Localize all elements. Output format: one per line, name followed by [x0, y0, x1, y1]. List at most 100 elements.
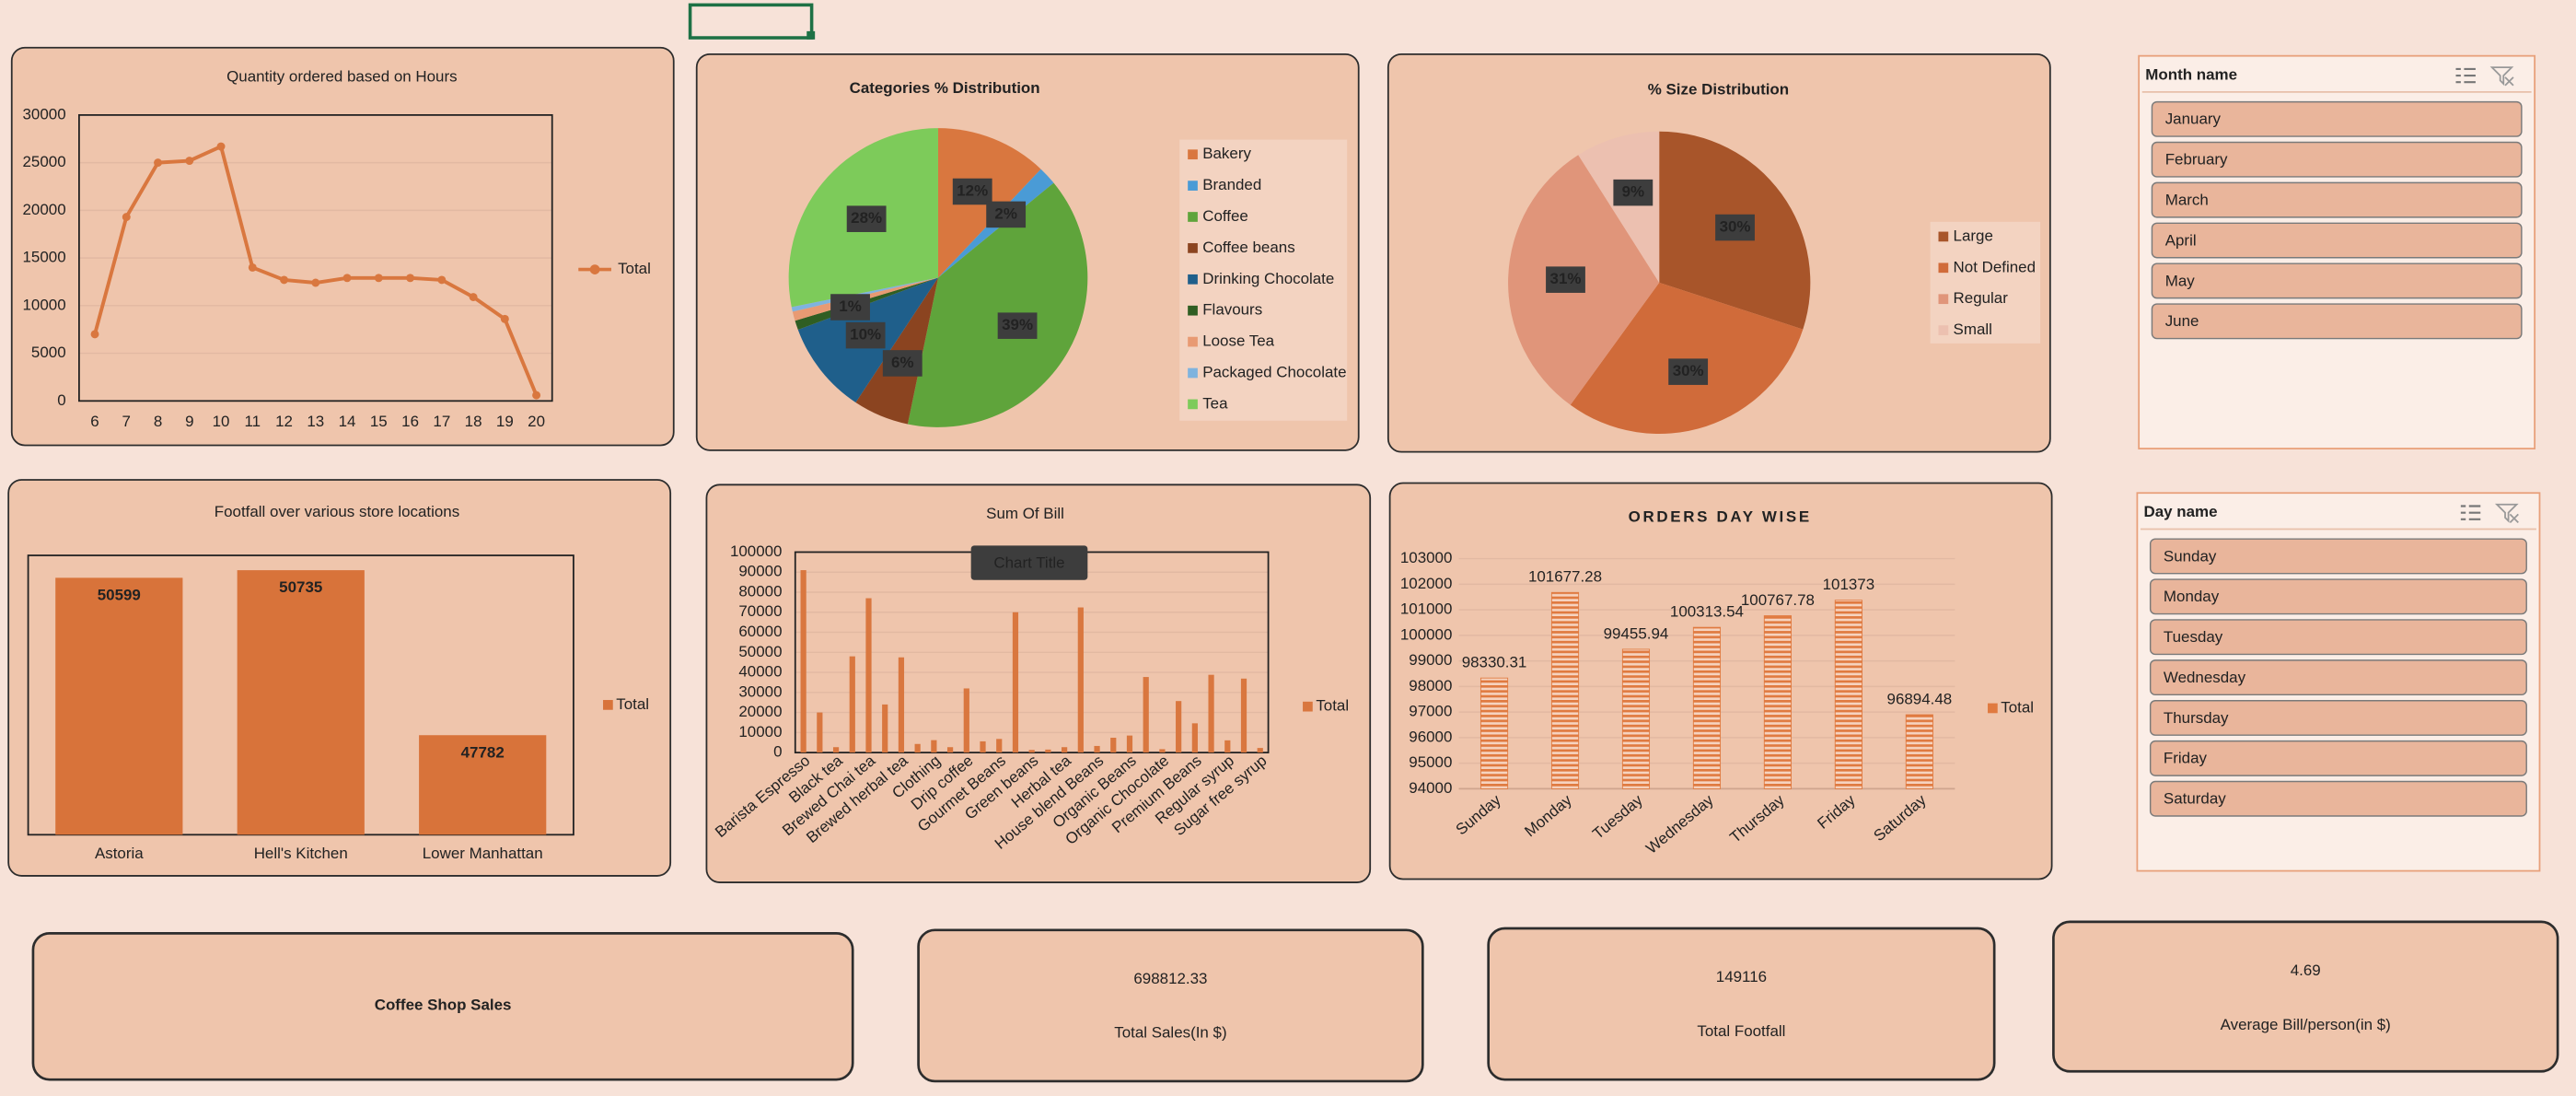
legend-swatch: [603, 700, 613, 710]
bar: [1143, 677, 1149, 753]
y-tick-label: 30000: [738, 682, 782, 700]
data-label: 2%: [994, 204, 1016, 222]
slicer-item-label[interactable]: Thursday: [2164, 709, 2229, 727]
y-tick-label: 60000: [738, 623, 782, 640]
bar: [419, 735, 547, 835]
legend-swatch: [1188, 274, 1198, 285]
y-tick-label: 103000: [1400, 549, 1453, 566]
slicer-item[interactable]: [2149, 619, 2527, 656]
kpi-label: Total Footfall: [1697, 1022, 1785, 1040]
slicer-item[interactable]: [2151, 141, 2523, 178]
clear-filter-icon[interactable]: [2494, 503, 2519, 523]
multi-select-icon[interactable]: [2460, 505, 2481, 520]
slicer-item-label[interactable]: Wednesday: [2164, 669, 2246, 686]
slicer-item[interactable]: [2149, 538, 2527, 575]
data-label-box: [986, 201, 1027, 228]
selected-cell: [688, 3, 814, 40]
slicer-item[interactable]: [2149, 700, 2527, 736]
data-label: 96894.48: [1887, 690, 1953, 707]
slicer-item-label[interactable]: March: [2165, 191, 2209, 208]
clear-filter-icon[interactable]: [2489, 66, 2514, 87]
data-label-box: [830, 294, 870, 321]
bar: [237, 570, 365, 835]
slicer-item-label[interactable]: Monday: [2164, 588, 2220, 605]
x-tick-label: 18: [465, 413, 482, 430]
y-tick-label: 10000: [738, 723, 782, 740]
data-label-box: [1668, 358, 1709, 385]
legend-box: [1179, 139, 1348, 421]
bar: [898, 657, 905, 753]
bar: [946, 747, 954, 753]
slicer-item[interactable]: [2151, 100, 2523, 137]
data-label: 30%: [1720, 218, 1751, 236]
bar: [1224, 740, 1231, 753]
data-label: 100313.54: [1670, 603, 1744, 621]
slicer-item[interactable]: [2149, 780, 2527, 817]
line-marker: [122, 213, 131, 222]
y-tick-label: 20000: [23, 201, 66, 218]
data-label-box: [845, 321, 886, 349]
slicer-item[interactable]: [2149, 578, 2527, 615]
bar: [996, 739, 1003, 753]
data-label: 1%: [839, 297, 861, 315]
x-tick-label: 7: [122, 413, 131, 430]
bar: [1834, 600, 1862, 789]
pie-slice: [1578, 131, 1660, 283]
slicer-item-label[interactable]: Friday: [2164, 750, 2208, 767]
kpi-value: 4.69: [2291, 962, 2321, 979]
slicer-item-label[interactable]: Tuesday: [2164, 628, 2223, 646]
slicer-title: Month name: [2145, 66, 2237, 84]
slicer-item-label[interactable]: Sunday: [2164, 547, 2217, 565]
line-marker: [248, 262, 257, 272]
slicer-item-label[interactable]: May: [2165, 272, 2196, 289]
y-tick-label: 80000: [738, 582, 782, 600]
slicer-item[interactable]: [2149, 740, 2527, 776]
line-marker: [90, 330, 99, 339]
slicer-item-label[interactable]: June: [2165, 312, 2199, 330]
slicer-item-label[interactable]: February: [2165, 151, 2228, 169]
bar: [1550, 591, 1580, 789]
x-tick-label: 8: [154, 413, 162, 430]
bar: [1176, 701, 1182, 753]
bar: [817, 712, 823, 753]
legend-swatch: [1188, 399, 1198, 410]
legend-swatch: [1188, 336, 1198, 347]
data-label: 10%: [850, 326, 881, 344]
slicer-item[interactable]: [2151, 303, 2523, 340]
x-tick-label: Astoria: [95, 845, 144, 862]
bar: [1208, 674, 1214, 753]
data-label: 39%: [1002, 316, 1033, 333]
y-tick-label: 100000: [730, 542, 783, 560]
data-label: 101677.28: [1528, 568, 1602, 586]
legend-label: Coffee beans: [1202, 239, 1294, 256]
line-marker: [532, 391, 541, 400]
data-label: 50599: [98, 586, 141, 603]
bar: [1110, 738, 1117, 753]
line-marker: [406, 274, 415, 283]
x-tick-label: 11: [245, 413, 261, 430]
x-tick-label: 20: [528, 413, 545, 430]
multi-select-icon[interactable]: [2455, 67, 2476, 84]
y-tick-label: 25000: [23, 153, 66, 170]
slicer-item-label[interactable]: Saturday: [2164, 790, 2226, 808]
data-label-box: [846, 205, 887, 232]
legend-swatch: [1188, 305, 1198, 316]
bar: [1045, 749, 1051, 753]
bar: [849, 656, 855, 753]
line-marker: [374, 274, 383, 283]
slicer-item-label[interactable]: April: [2165, 231, 2197, 249]
slicer-item[interactable]: [2151, 222, 2523, 259]
legend-label: Packaged Chocolate: [1202, 363, 1346, 380]
legend-swatch: [1988, 703, 1998, 714]
data-label: 101373: [1823, 576, 1875, 593]
slicer-item-label[interactable]: January: [2165, 111, 2222, 128]
legend-label: Large: [1954, 227, 1993, 244]
slicer-item[interactable]: [2151, 181, 2523, 218]
slicer-item[interactable]: [2151, 262, 2523, 299]
legend-label: Flavours: [1202, 301, 1262, 319]
tooltip: Chart Title: [993, 554, 1064, 571]
legend-swatch: [1938, 231, 1949, 242]
legend-swatch: [1938, 262, 1949, 274]
slicer-item[interactable]: [2149, 659, 2527, 696]
legend-label: Total: [618, 260, 651, 277]
